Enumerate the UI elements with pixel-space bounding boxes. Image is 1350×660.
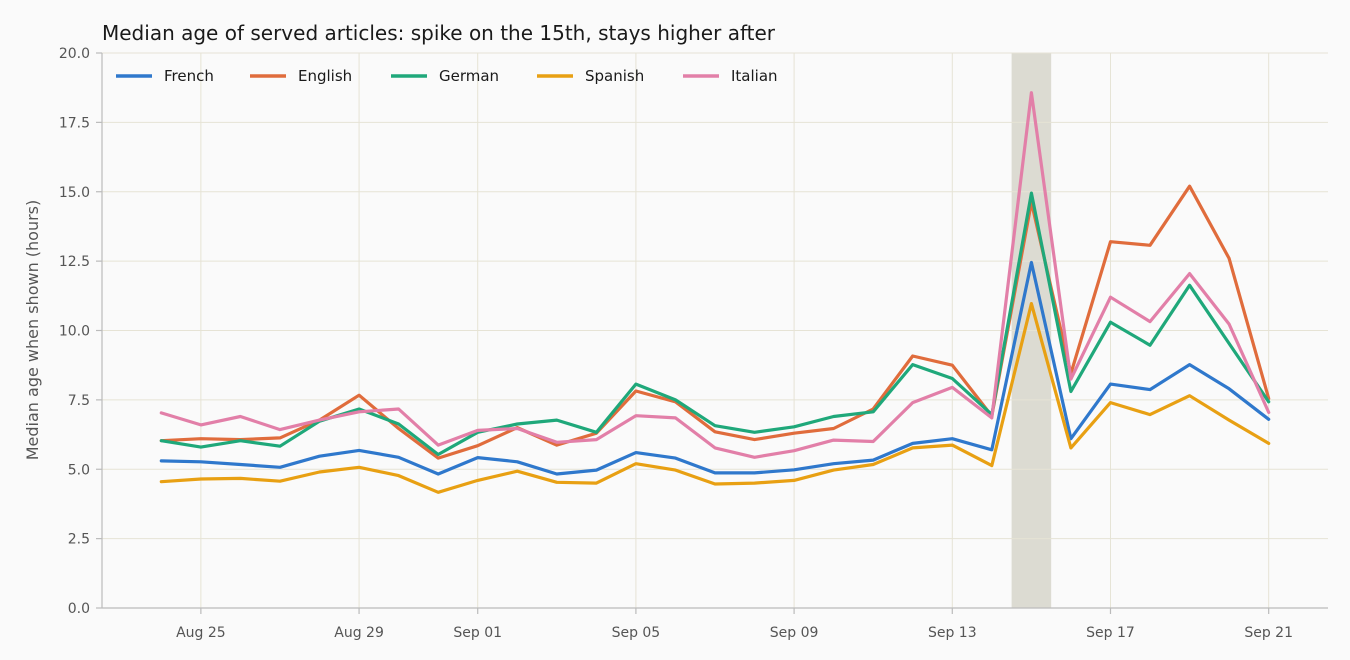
x-tick-label: Sep 21 bbox=[1244, 625, 1293, 641]
legend-label-german: German bbox=[439, 67, 499, 85]
y-tick-label: 5.0 bbox=[68, 462, 90, 478]
legend-label-english: English bbox=[298, 67, 352, 85]
series-line-french bbox=[159, 260, 1271, 476]
y-tick-label: 20.0 bbox=[59, 46, 90, 62]
series-layer bbox=[159, 91, 1271, 494]
chart-title: Median age of served articles: spike on … bbox=[102, 21, 776, 45]
y-tick-label: 17.5 bbox=[59, 115, 90, 131]
y-tick-label: 2.5 bbox=[68, 532, 90, 548]
y-tick-label: 10.0 bbox=[59, 324, 90, 340]
series-line-italian bbox=[159, 91, 1271, 459]
x-tick-label: Aug 29 bbox=[334, 625, 384, 641]
legend-label-french: French bbox=[164, 67, 214, 85]
x-tick-label: Sep 01 bbox=[453, 625, 502, 641]
axis-layer: 0.0 2.5 5.0 7.5 10.0 12.5 15.0 17.5 20.0 Aug 25 Au… bbox=[59, 46, 1328, 641]
series-line-spanish bbox=[159, 302, 1271, 494]
y-axis-label: Median age when shown (hours) bbox=[23, 200, 42, 461]
legend-label-spanish: Spanish bbox=[585, 67, 644, 85]
x-tick-label: Sep 09 bbox=[770, 625, 819, 641]
x-tick-label: Sep 17 bbox=[1086, 625, 1135, 641]
x-tick-label: Aug 25 bbox=[176, 625, 226, 641]
y-tick-label: 0.0 bbox=[68, 601, 90, 617]
legend-label-italian: Italian bbox=[731, 67, 778, 85]
y-tick-label: 7.5 bbox=[68, 393, 90, 409]
legend: French English German Spanish Italian bbox=[116, 67, 778, 85]
x-tick-label: Sep 13 bbox=[928, 625, 977, 641]
y-tick-label: 15.0 bbox=[59, 185, 90, 201]
series-line-english bbox=[159, 184, 1271, 460]
x-tick-label: Sep 05 bbox=[612, 625, 661, 641]
y-tick-label: 12.5 bbox=[59, 254, 90, 270]
grid-layer bbox=[102, 52, 1328, 609]
